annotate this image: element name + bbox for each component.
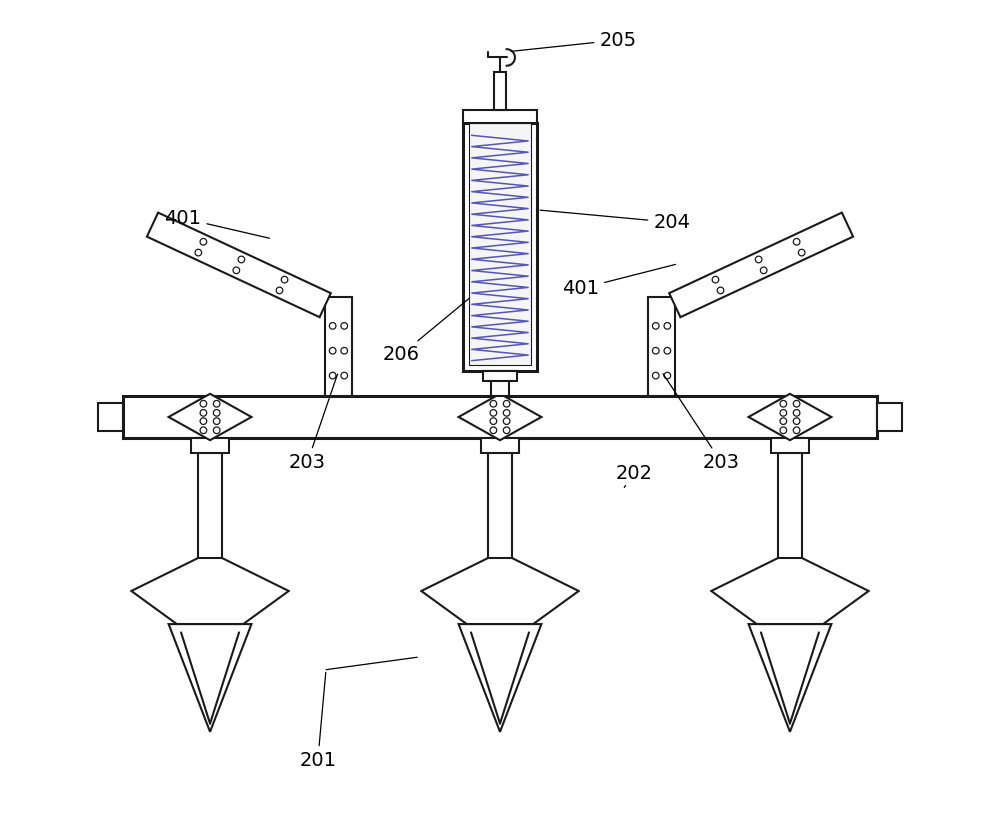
Text: 204: 204 <box>540 210 690 232</box>
Polygon shape <box>749 394 831 440</box>
Polygon shape <box>669 213 853 317</box>
Polygon shape <box>459 394 541 440</box>
Bar <box>191 438 229 453</box>
Text: 203: 203 <box>663 374 740 472</box>
Bar <box>488 438 512 558</box>
Polygon shape <box>169 624 251 731</box>
Text: 401: 401 <box>562 264 675 298</box>
Bar <box>648 297 675 396</box>
Polygon shape <box>147 213 331 317</box>
Bar <box>123 396 877 438</box>
Bar <box>481 438 519 453</box>
Text: 206: 206 <box>382 299 469 364</box>
Polygon shape <box>459 624 541 731</box>
Bar <box>98 403 123 431</box>
Bar <box>463 123 537 371</box>
Bar <box>771 438 809 453</box>
Text: 201: 201 <box>299 672 336 771</box>
Text: 202: 202 <box>616 464 653 487</box>
Bar <box>491 371 509 396</box>
Bar <box>494 73 506 109</box>
Bar <box>483 371 517 381</box>
Bar <box>469 123 531 364</box>
Bar <box>778 438 802 558</box>
Text: 205: 205 <box>511 31 637 52</box>
Bar <box>325 297 352 396</box>
Text: 401: 401 <box>164 208 269 239</box>
Text: 203: 203 <box>289 374 338 472</box>
Bar <box>877 403 902 431</box>
Bar <box>198 438 222 558</box>
Bar <box>463 109 537 123</box>
Polygon shape <box>169 394 251 440</box>
Polygon shape <box>749 624 831 731</box>
